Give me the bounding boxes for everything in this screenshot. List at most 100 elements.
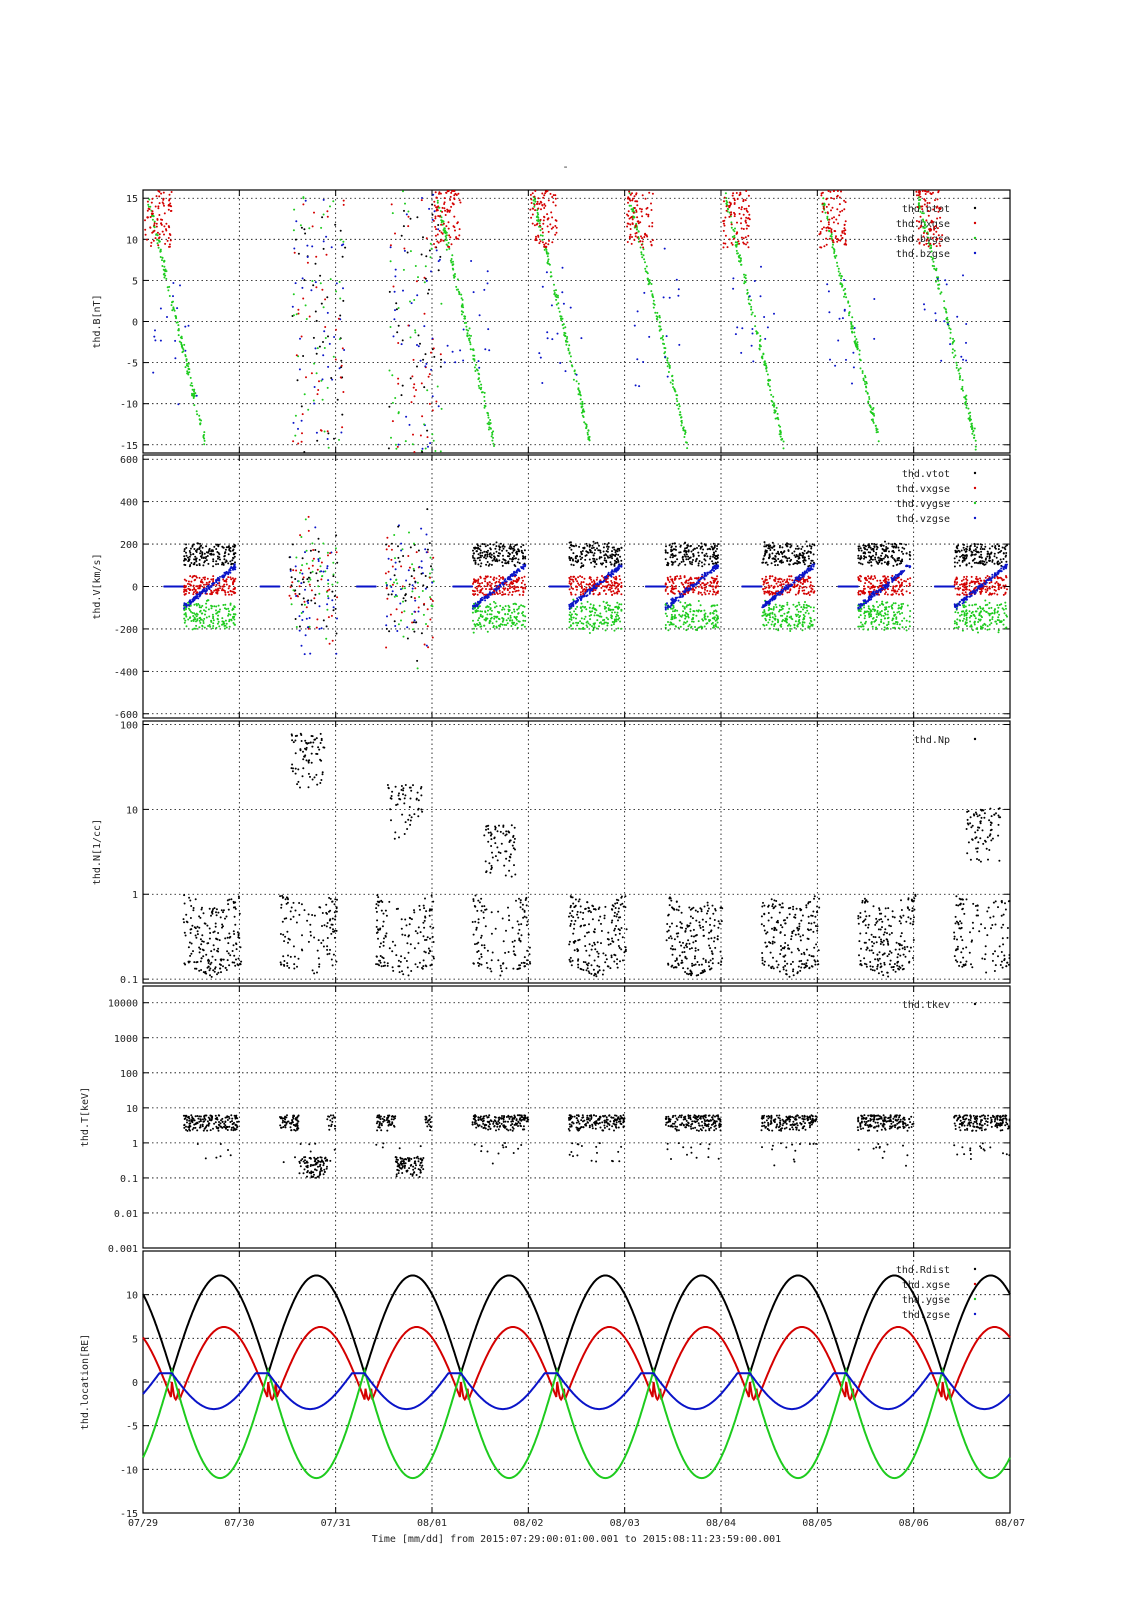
data-point: [170, 191, 173, 193]
data-point: [391, 590, 394, 593]
data-point: [538, 242, 541, 245]
data-point: [654, 311, 657, 314]
data-point: [478, 380, 481, 383]
data-point: [157, 207, 160, 210]
data-point: [501, 591, 504, 594]
data-point: [192, 593, 195, 596]
data-point: [314, 526, 317, 529]
data-point: [467, 329, 470, 332]
data-point: [460, 310, 463, 313]
data-point: [312, 399, 315, 402]
data-point: [922, 220, 925, 222]
data-point: [535, 223, 538, 226]
data-point: [402, 597, 405, 600]
data-point: [733, 215, 736, 218]
data-point: [969, 411, 972, 414]
data-point: [395, 578, 398, 581]
data-point: [483, 556, 486, 559]
data-point: [298, 625, 301, 628]
data-point: [217, 589, 219, 592]
data-point: [607, 556, 610, 559]
data-point: [575, 613, 578, 616]
data-point: [445, 243, 448, 246]
data-point: [872, 421, 875, 424]
data-point: [187, 362, 190, 365]
data-point: [667, 592, 669, 595]
data-point: [927, 214, 930, 217]
data-point: [523, 583, 526, 586]
data-point: [475, 368, 478, 371]
data-point: [494, 588, 497, 591]
data-point: [335, 551, 338, 554]
data-point: [643, 258, 646, 261]
data-point: [486, 544, 489, 547]
data-point: [438, 215, 441, 218]
data-point: [827, 290, 830, 293]
data-point: [170, 209, 173, 212]
data-point: [439, 353, 442, 356]
data-point: [386, 597, 389, 600]
data-point: [743, 282, 746, 285]
data-point: [581, 403, 584, 406]
data-point: [488, 592, 491, 595]
data-point: [543, 207, 546, 209]
data-point: [644, 267, 647, 270]
data-point: [596, 576, 599, 579]
data-point: [395, 308, 398, 311]
data-point: [541, 382, 544, 384]
data-point: [829, 235, 832, 238]
data-point: [856, 348, 859, 351]
data-point: [471, 611, 474, 614]
data-point: [618, 564, 621, 567]
data-point: [567, 347, 570, 350]
data-point: [516, 608, 519, 611]
data-point: [603, 576, 606, 579]
data-point: [845, 358, 847, 361]
data-point: [609, 588, 612, 591]
data-point: [298, 368, 301, 371]
data-point: [302, 297, 305, 300]
y-tick-label: -10: [120, 400, 138, 411]
data-point: [326, 386, 329, 389]
data-point: [157, 239, 160, 242]
data-point: [426, 436, 429, 439]
data-point: [425, 279, 428, 282]
data-point: [483, 395, 486, 398]
data-point: [836, 208, 839, 211]
data-point: [487, 549, 489, 552]
data-point: [570, 556, 573, 559]
data-point: [153, 335, 156, 338]
data-point: [636, 216, 639, 219]
data-point: [513, 545, 516, 548]
data-point: [148, 198, 151, 201]
data-point: [232, 553, 235, 555]
data-point: [591, 610, 594, 613]
data-point: [408, 583, 411, 586]
data-point: [338, 367, 341, 370]
data-point: [664, 347, 667, 350]
data-point: [744, 274, 747, 277]
data-point: [607, 607, 610, 610]
data-point: [472, 549, 474, 552]
data-point: [845, 296, 848, 299]
data-point: [491, 439, 494, 442]
data-point: [407, 324, 410, 327]
data-point: [642, 361, 645, 363]
data-point: [155, 222, 158, 225]
data-point: [602, 581, 604, 583]
data-point: [641, 237, 644, 240]
data-point: [742, 237, 745, 240]
data-point: [577, 382, 580, 385]
data-point: [578, 584, 581, 586]
data-point: [154, 205, 157, 208]
data-point: [637, 222, 640, 225]
data-point: [321, 378, 324, 381]
data-point: [641, 215, 644, 218]
data-point: [651, 225, 654, 228]
data-point: [561, 324, 564, 326]
data-point: [463, 315, 466, 318]
data-point: [605, 580, 608, 583]
data-point: [547, 258, 550, 261]
data-point: [481, 592, 484, 595]
data-point: [608, 586, 611, 589]
